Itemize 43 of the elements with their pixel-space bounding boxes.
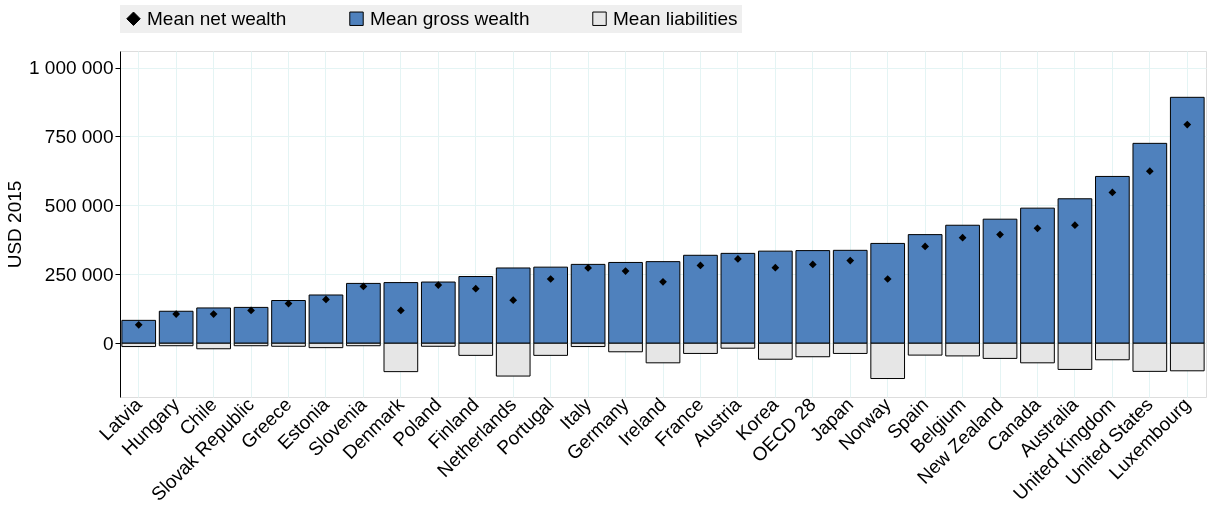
point: [996, 230, 1004, 239]
point: [247, 306, 255, 315]
point: [584, 264, 592, 272]
y-tick-label: 750 000: [44, 125, 114, 147]
y-tick-label: 0: [102, 332, 114, 354]
bar: [346, 282, 381, 344]
point: [659, 277, 667, 286]
bar: [570, 263, 606, 344]
point: [1108, 188, 1117, 197]
legend-label: Mean gross wealth: [370, 7, 530, 29]
point: [1183, 120, 1192, 129]
bar: [233, 306, 269, 344]
point: [921, 242, 930, 251]
point: [1145, 167, 1154, 176]
point: [1033, 224, 1042, 233]
point: [771, 263, 780, 272]
point: [883, 275, 892, 283]
point: [134, 320, 143, 329]
bar: [420, 281, 456, 344]
bar: [271, 300, 306, 344]
legend-label: Mean liabilities: [613, 7, 738, 29]
point: [546, 275, 555, 283]
y-tick-label: 500 000: [44, 194, 114, 216]
point: [808, 260, 817, 269]
bar: [158, 310, 194, 344]
bar: [308, 294, 344, 344]
point: [322, 295, 330, 304]
point: [396, 306, 405, 315]
point: [958, 233, 967, 242]
point: [359, 282, 368, 291]
y-tick-label: 250 000: [44, 263, 114, 285]
point: [172, 310, 181, 318]
y-tick-label: 1 000 000: [28, 57, 114, 79]
point: [209, 310, 218, 318]
point: [434, 281, 443, 289]
point: [471, 284, 480, 293]
legend-label: Mean net wealth: [147, 7, 287, 29]
point: [621, 267, 630, 275]
point: [1071, 221, 1079, 230]
point: [846, 256, 855, 265]
point: [509, 296, 518, 305]
y-axis-title: USD 2015: [3, 180, 25, 269]
point: [734, 255, 742, 263]
